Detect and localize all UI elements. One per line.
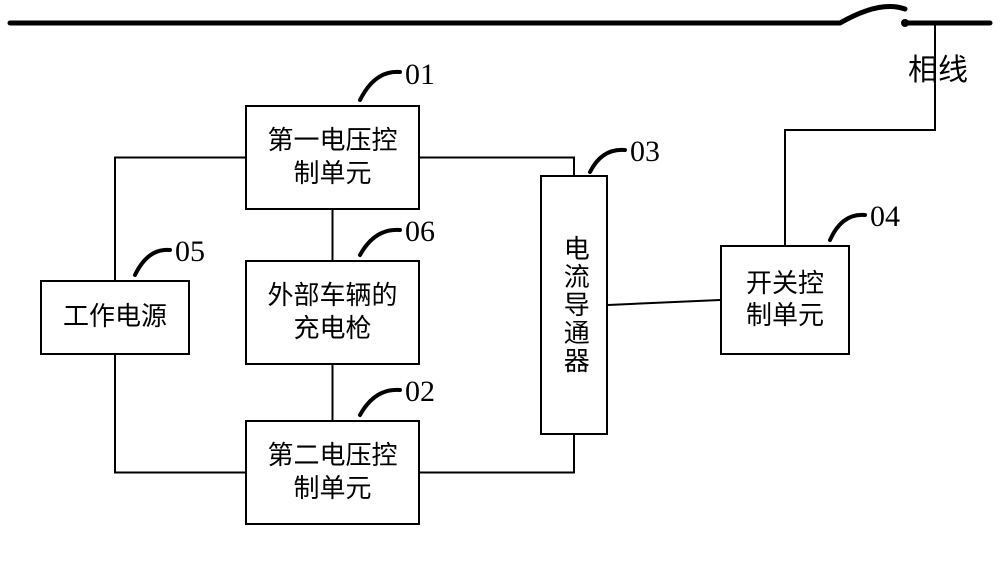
tag-03: 03	[630, 135, 660, 169]
phase-line-label: 相线	[908, 45, 968, 89]
box-01-label: 第一电压控 制单元	[267, 125, 397, 190]
box-01: 第一电压控 制单元	[245, 105, 420, 210]
box-05: 工作电源	[40, 280, 190, 355]
box-06-label: 外部车辆的 充电枪	[267, 280, 397, 345]
box-02: 第二电压控 制单元	[245, 420, 420, 525]
tag-05: 05	[175, 235, 205, 269]
box-02-label: 第二电压控 制单元	[267, 440, 397, 505]
tag-04: 04	[870, 200, 900, 234]
diagram-stage: 相线 第一电压控 制单元第二电压控 制单元 电流导通器 开关控 制单元工作电源 外部车…	[0, 0, 1000, 578]
tag-02: 02	[405, 375, 435, 409]
box-04: 开关控 制单元	[720, 245, 850, 355]
box-03-label: 电流导通器	[558, 235, 591, 375]
box-03: 电流导通器	[540, 175, 608, 435]
tag-01: 01	[405, 58, 435, 92]
box-05-label: 工作电源	[63, 301, 167, 334]
tag-06: 06	[405, 215, 435, 249]
box-06: 外部车辆的 充电枪	[245, 260, 420, 365]
box-04-label: 开关控 制单元	[746, 268, 824, 333]
